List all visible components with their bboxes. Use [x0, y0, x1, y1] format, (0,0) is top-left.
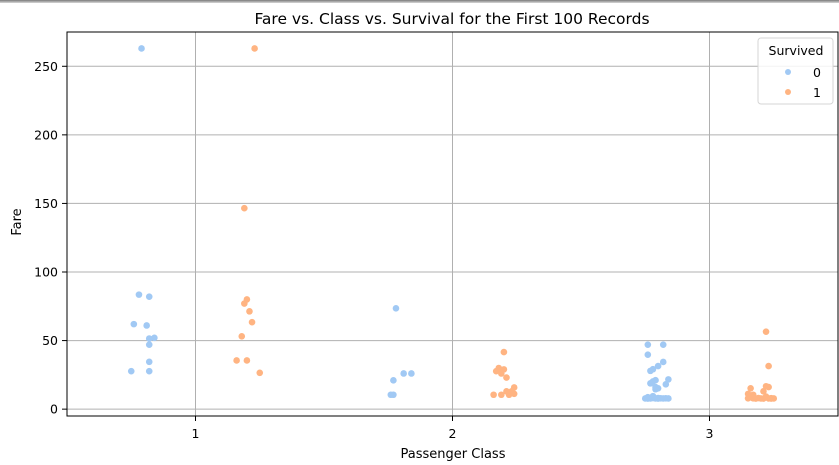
data-point-survived-0	[659, 358, 667, 366]
data-point-survived-0	[659, 341, 667, 348]
x-tick-label: 3	[706, 426, 714, 441]
data-point-survived-0	[652, 385, 659, 393]
data-point-survived-1	[760, 395, 767, 402]
y-tick-label: 150	[34, 196, 58, 211]
data-point-survived-0	[665, 395, 672, 402]
data-point-survived-1	[233, 357, 240, 364]
data-point-survived-0	[143, 322, 150, 329]
data-point-survived-0	[644, 351, 652, 358]
legend-title: Survived	[769, 43, 824, 58]
y-tick-label: 100	[34, 265, 58, 280]
data-point-survived-1	[492, 367, 500, 375]
data-point-survived-1	[744, 395, 752, 402]
data-point-survived-0	[400, 370, 407, 377]
window-top-border	[0, 0, 839, 3]
data-point-survived-0	[127, 367, 135, 375]
y-tick-label: 200	[34, 127, 58, 142]
legend-label-1: 1	[813, 85, 821, 100]
data-point-survived-1	[765, 383, 772, 391]
data-point-survived-1	[243, 357, 251, 364]
data-point-survived-1	[762, 328, 770, 335]
data-point-survived-1	[505, 391, 513, 399]
data-point-survived-0	[138, 45, 145, 52]
data-point-survived-1	[498, 370, 505, 377]
data-point-survived-0	[145, 335, 153, 342]
data-point-survived-0	[662, 381, 670, 388]
data-point-survived-1	[767, 395, 775, 402]
y-tick-label: 250	[34, 59, 58, 74]
data-points	[127, 45, 778, 402]
data-point-survived-0	[145, 358, 153, 366]
data-point-survived-0	[130, 320, 138, 328]
y-tick-label: 0	[50, 402, 58, 417]
legend: Survived 0 1	[757, 37, 834, 105]
y-tick-label: 50	[42, 333, 58, 348]
data-point-survived-0	[659, 395, 667, 402]
data-point-survived-0	[151, 334, 158, 342]
data-point-survived-0	[654, 362, 662, 370]
data-point-survived-0	[392, 305, 400, 312]
data-point-survived-0	[665, 376, 672, 383]
data-point-survived-1	[752, 395, 760, 402]
data-point-survived-0	[654, 395, 662, 402]
data-point-survived-1	[256, 369, 264, 377]
data-point-survived-0	[145, 341, 153, 348]
x-axis-label: Passenger Class	[401, 447, 506, 462]
data-point-survived-1	[765, 362, 772, 370]
data-point-survived-1	[241, 204, 248, 212]
data-point-survived-0	[135, 291, 143, 298]
data-point-survived-0	[408, 370, 415, 377]
legend-label-0: 0	[813, 65, 821, 80]
data-point-survived-1	[500, 348, 508, 356]
data-point-survived-1	[498, 391, 505, 399]
chart-title: Fare vs. Class vs. Survival for the Firs…	[254, 10, 649, 28]
legend-box	[757, 37, 834, 105]
data-point-survived-1	[510, 390, 518, 398]
y-axis-label: Fare	[10, 208, 25, 235]
data-point-survived-0	[390, 391, 397, 399]
data-point-survived-0	[390, 377, 397, 384]
data-point-survived-1	[248, 318, 256, 326]
legend-marker-1	[785, 89, 791, 95]
data-point-survived-1	[490, 391, 497, 399]
data-point-survived-0	[145, 293, 153, 300]
data-point-survived-1	[251, 45, 258, 52]
data-point-survived-0	[644, 341, 652, 348]
data-point-survived-1	[747, 384, 754, 392]
x-tick-label: 1	[192, 426, 200, 441]
x-tick-label: 2	[449, 426, 457, 441]
grid-lines	[67, 32, 838, 416]
data-point-survived-1	[246, 308, 253, 315]
data-point-survived-0	[647, 380, 654, 387]
data-point-survived-1	[238, 333, 246, 340]
data-point-survived-1	[760, 388, 767, 395]
data-point-survived-1	[241, 300, 248, 307]
data-point-survived-0	[647, 367, 654, 375]
data-point-survived-0	[145, 367, 153, 375]
axis-ticks: 0 50 100 150 200 250 1 2 3	[34, 59, 713, 441]
data-point-survived-1	[503, 374, 510, 381]
legend-marker-0	[785, 69, 791, 75]
data-point-survived-0	[644, 395, 652, 402]
